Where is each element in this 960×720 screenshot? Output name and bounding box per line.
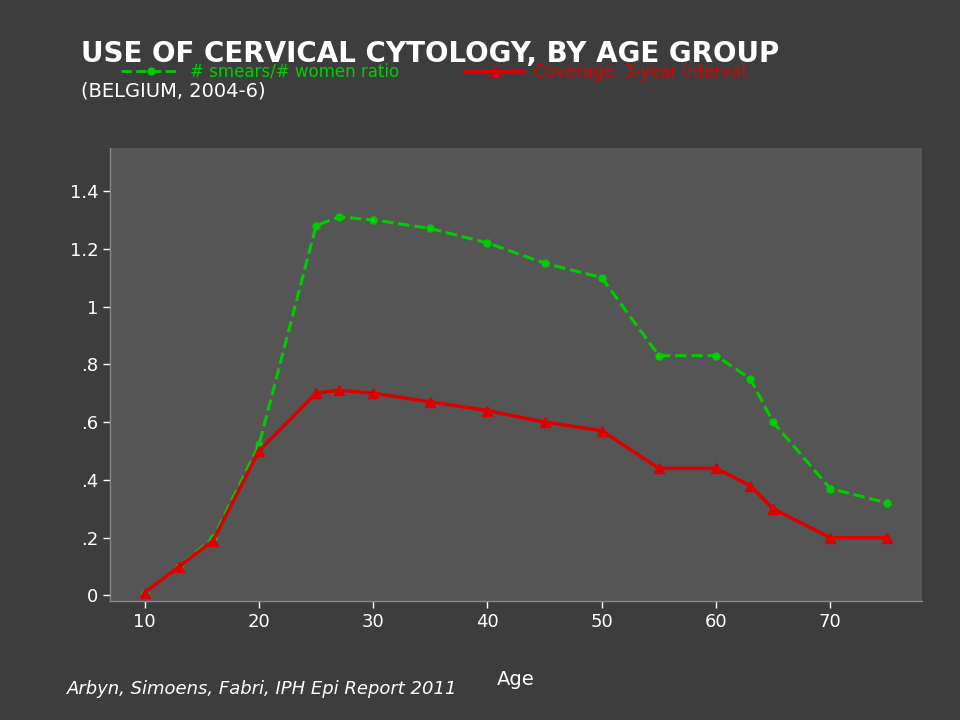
Coverage, 3-year interval	[424, 397, 436, 406]
Coverage, 3-year interval	[333, 386, 345, 395]
Coverage, 3-year interval	[653, 464, 664, 472]
# smears/# women ratio	[881, 499, 893, 508]
# smears/# women ratio	[139, 588, 151, 597]
# smears/# women ratio	[333, 212, 345, 221]
# smears/# women ratio	[744, 374, 756, 383]
Legend: # smears/# women ratio, Coverage, 3-year interval: # smears/# women ratio, Coverage, 3-year…	[114, 56, 753, 87]
Text: (BELGIUM, 2004-6): (BELGIUM, 2004-6)	[82, 82, 266, 101]
Coverage, 3-year interval	[539, 418, 550, 426]
Coverage, 3-year interval	[596, 426, 608, 435]
Coverage, 3-year interval	[310, 389, 322, 397]
Coverage, 3-year interval	[253, 446, 265, 455]
Text: USE OF CERVICAL CYTOLOGY, BY AGE GROUP: USE OF CERVICAL CYTOLOGY, BY AGE GROUP	[82, 40, 780, 68]
# smears/# women ratio	[253, 441, 265, 449]
# smears/# women ratio	[173, 562, 184, 571]
Coverage, 3-year interval	[139, 588, 151, 597]
# smears/# women ratio	[482, 238, 493, 247]
Coverage, 3-year interval	[368, 389, 379, 397]
# smears/# women ratio	[539, 259, 550, 268]
Coverage, 3-year interval	[482, 406, 493, 415]
# smears/# women ratio	[207, 534, 219, 542]
Coverage, 3-year interval	[744, 481, 756, 490]
Coverage, 3-year interval	[173, 562, 184, 571]
# smears/# women ratio	[368, 215, 379, 224]
# smears/# women ratio	[596, 274, 608, 282]
Line: Coverage, 3-year interval: Coverage, 3-year interval	[140, 385, 892, 598]
Coverage, 3-year interval	[207, 536, 219, 545]
# smears/# women ratio	[767, 418, 779, 426]
Coverage, 3-year interval	[881, 534, 893, 542]
# smears/# women ratio	[653, 351, 664, 360]
Coverage, 3-year interval	[825, 534, 836, 542]
# smears/# women ratio	[424, 224, 436, 233]
# smears/# women ratio	[310, 221, 322, 230]
# smears/# women ratio	[825, 485, 836, 493]
# smears/# women ratio	[710, 351, 722, 360]
Coverage, 3-year interval	[710, 464, 722, 472]
Coverage, 3-year interval	[767, 505, 779, 513]
Line: # smears/# women ratio: # smears/# women ratio	[141, 213, 891, 596]
Text: Arbyn, Simoens, Fabri, IPH Epi Report 2011: Arbyn, Simoens, Fabri, IPH Epi Report 20…	[67, 680, 458, 698]
X-axis label: Age: Age	[497, 670, 535, 689]
